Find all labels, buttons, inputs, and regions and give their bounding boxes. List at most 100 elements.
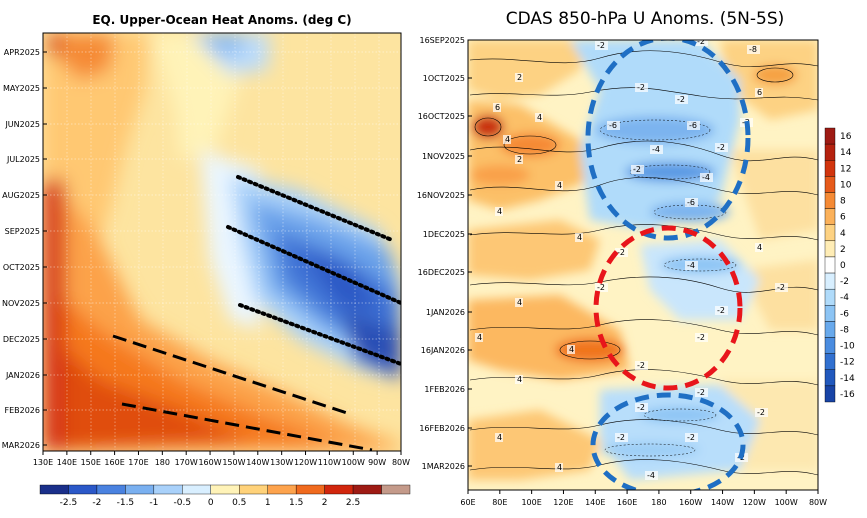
right-x-tick-label: 100E <box>521 498 541 507</box>
left-y-tick-label: OCT2025 <box>3 263 40 272</box>
contour-label: 2 <box>517 73 522 82</box>
right-x-tick-label: 160W <box>679 498 702 507</box>
contour-label: -2 <box>677 95 685 104</box>
right-colorbar-swatch <box>824 256 836 274</box>
right-colorbar-swatch <box>824 305 836 322</box>
contour-label-bg <box>675 95 688 104</box>
left-colorbar-label: 1 <box>265 498 271 508</box>
left-colorbar-label: -1.5 <box>117 498 135 508</box>
contour-label-bg <box>695 333 708 342</box>
left-y-tick-label: NOV2025 <box>2 299 40 308</box>
right-colorbar-swatch <box>824 369 836 387</box>
left-colorbar-label: -2 <box>92 498 101 508</box>
contour-label: 4 <box>569 345 574 354</box>
contour-label-bg <box>575 233 583 242</box>
contour-label-bg <box>685 198 698 207</box>
left-x-tick-label: 110W <box>318 458 341 467</box>
contour-label-bg <box>567 345 575 354</box>
left-plot-frame <box>42 32 402 452</box>
left-x-tick-label: 100W <box>342 458 365 467</box>
right-x-tick-label: 120E <box>553 498 573 507</box>
left-colorbar-label: -0.5 <box>174 498 192 508</box>
contour-label-bg <box>715 143 728 152</box>
blue-dashed-ellipse-lower <box>590 392 746 490</box>
right-y-tick-label: 1DEC2025 <box>423 230 465 239</box>
contour-label: -2 <box>637 83 645 92</box>
left-x-tick-label: 130W <box>270 458 293 467</box>
contour-label: -2 <box>597 41 605 50</box>
left-colorbar-label: 2.5 <box>346 498 360 508</box>
right-y-tick-label: 16FEB2026 <box>419 424 465 433</box>
contour-label-bg <box>635 83 648 92</box>
right-colorbar-label: -4 <box>840 293 849 303</box>
left-colorbar-swatch <box>39 484 69 495</box>
contour-label: -2 <box>617 248 625 257</box>
left-x-tick-label: 130E <box>33 458 53 467</box>
left-y-tick-label: JAN2026 <box>5 371 40 380</box>
contour-label-bg <box>685 433 698 442</box>
left-colorbar-swatch <box>239 484 268 495</box>
contour-label-bg <box>515 298 523 307</box>
right-colorbar-label: -8 <box>840 325 849 335</box>
contour-label-bg <box>495 207 503 216</box>
contour-label: -2 <box>777 283 785 292</box>
right-colorbar-label: -16 <box>840 390 855 400</box>
contour-label: -4 <box>647 471 655 480</box>
right-heatmap-field: -2 -2 -8 2 -2 -2 6 6 4 -6 -6 -2 4 -4 -2 2 -2 -4 4 -6 4 4 -2 -4 4… <box>468 40 818 490</box>
contour-label: -2 <box>717 306 725 315</box>
contour-label: 4 <box>477 333 482 342</box>
left-x-tick-label: 120W <box>294 458 317 467</box>
contour-label: 4 <box>497 207 502 216</box>
left-colorbar-label: -1 <box>149 498 158 508</box>
left-x-tick-label: 170W <box>175 458 198 467</box>
right-colorbar-label: -14 <box>840 374 855 384</box>
left-colorbar: -2.5 -2 -1.5 -1 -0.5 0 0.5 1 1.5 2 2.5 <box>39 484 411 508</box>
right-colorbar-swatch <box>824 176 836 193</box>
left-heatmap-field <box>43 33 401 451</box>
right-colorbar-label: -6 <box>840 309 849 319</box>
left-colorbar-label: -2.5 <box>60 498 78 508</box>
left-y-tick-label: APR2025 <box>4 48 40 57</box>
contour-label-bg <box>555 463 563 472</box>
left-x-tick-label: 90W <box>368 458 386 467</box>
right-x-tick-label: 100W <box>775 498 798 507</box>
left-colorbar-swatch <box>267 484 297 495</box>
left-x-tick-label: 160E <box>104 458 124 467</box>
contour-label: 4 <box>557 463 562 472</box>
contour-label-bg <box>700 173 713 182</box>
contour-label-bg <box>695 388 708 397</box>
left-x-tick-label: 150E <box>81 458 101 467</box>
contour-label: 4 <box>537 113 542 122</box>
right-x-tick-label: 60E <box>460 498 475 507</box>
right-y-tick-label: 1FEB2026 <box>424 385 465 394</box>
contour-label-bg <box>615 248 628 257</box>
right-colorbar-label: 2 <box>840 245 846 255</box>
contour-label-bg <box>695 40 708 46</box>
right-colorbar-swatch <box>824 143 836 161</box>
right-colorbar-swatch <box>824 127 836 145</box>
contour-label-bg <box>775 283 788 292</box>
contour-label: 4 <box>517 375 522 384</box>
left-colorbar-swatch <box>182 484 211 495</box>
left-x-tick-label: 140W <box>246 458 269 467</box>
contour-labels: -2 -2 -8 2 -2 -2 6 6 4 -6 -6 -2 4 -4 -2 2 -2 -4 4 -6 4 4 -2 -4 4… <box>475 40 788 480</box>
contour-label: -6 <box>689 121 697 130</box>
left-colorbar-swatch <box>210 484 240 495</box>
left-colorbar-swatch <box>96 484 126 495</box>
right-colorbar-swatch <box>824 192 836 209</box>
right-plot-frame <box>467 39 819 491</box>
left-colorbar-swatch <box>125 484 155 495</box>
blue-dashed-ellipse-upper <box>585 40 751 241</box>
left-annotations <box>112 175 401 451</box>
left-y-tick-label: DEC2025 <box>3 335 40 344</box>
contour-label: -4 <box>687 261 695 270</box>
left-y-tick-label: SEP2025 <box>5 227 40 236</box>
contour-label-bg <box>503 135 511 144</box>
right-colorbar-swatch <box>824 288 836 306</box>
contour-label: -2 <box>633 165 641 174</box>
right-y-axis: 16SEP2025 1OCT2025 16OCT2025 1NOV2025 16NOV2… <box>417 36 472 471</box>
right-colorbar-label: 6 <box>840 213 846 223</box>
left-x-tick-label: 160W <box>198 458 221 467</box>
contour-label-bg <box>535 113 543 122</box>
contour-label-bg <box>595 283 608 292</box>
